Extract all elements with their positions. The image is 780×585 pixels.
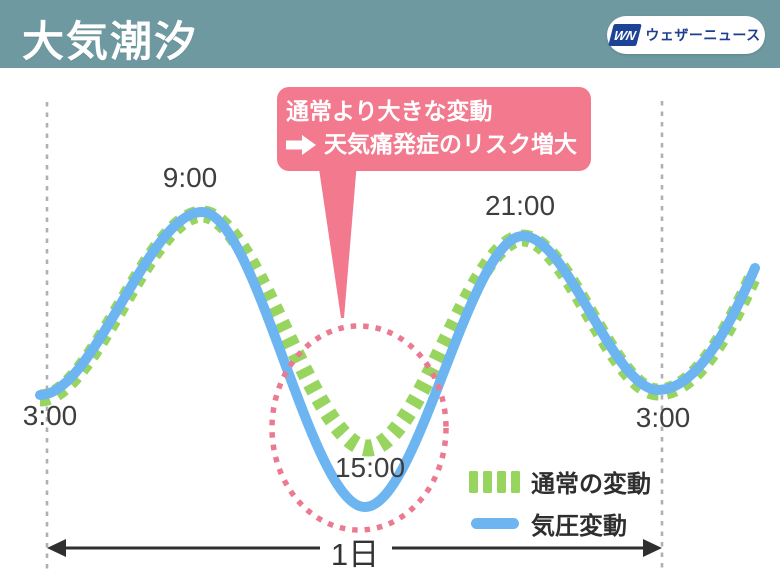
legend-item-normal: 通常の変動 [469, 464, 651, 499]
time-label-3am-left: 3:00 [22, 400, 78, 431]
day-span-arrow [47, 539, 662, 557]
wn-logo-icon: WN [608, 24, 643, 46]
normal-variation-swatch-box [469, 470, 520, 493]
callout-pointer [318, 162, 357, 318]
callout-text-line2-row: 天気痛発症のリスク増大 [286, 128, 577, 161]
callout-text-line1: 通常より大きな変動 [286, 98, 493, 124]
header-bar: 大気潮汐 WN ウェザーニュース [0, 0, 780, 68]
day-span-label: 1日 [330, 537, 380, 572]
normal-variation-swatch [469, 470, 520, 493]
wn-logo-letters: WN [612, 27, 639, 43]
pressure-variation-swatch-box [469, 518, 520, 529]
legend-item-pressure: 気圧変動 [469, 506, 651, 541]
anomaly-highlight-circle [269, 323, 449, 533]
pressure-variation-swatch [470, 518, 519, 529]
brand-name: ウェザーニュース [645, 27, 761, 43]
legend-label-normal: 通常の変動 [531, 471, 651, 498]
time-label-3am-right: 3:00 [635, 402, 691, 433]
time-label-9pm: 21:00 [484, 190, 556, 221]
page-title: 大気潮汐 [22, 18, 199, 65]
brand-logo[interactable]: WN ウェザーニュース [607, 16, 765, 54]
time-label-3pm: 15:00 [334, 452, 406, 483]
pressure-variation-curve [35, 206, 760, 513]
right-arrow-icon [286, 135, 316, 156]
legend-label-pressure: 気圧変動 [531, 513, 627, 540]
callout-bubble: 通常より大きな変動 天気痛発症のリスク増大 [277, 87, 591, 171]
callout-text-line2: 天気痛発症のリスク増大 [324, 131, 577, 158]
legend: 通常の変動 気圧変動 [469, 464, 651, 548]
time-label-9am: 9:00 [162, 162, 218, 193]
